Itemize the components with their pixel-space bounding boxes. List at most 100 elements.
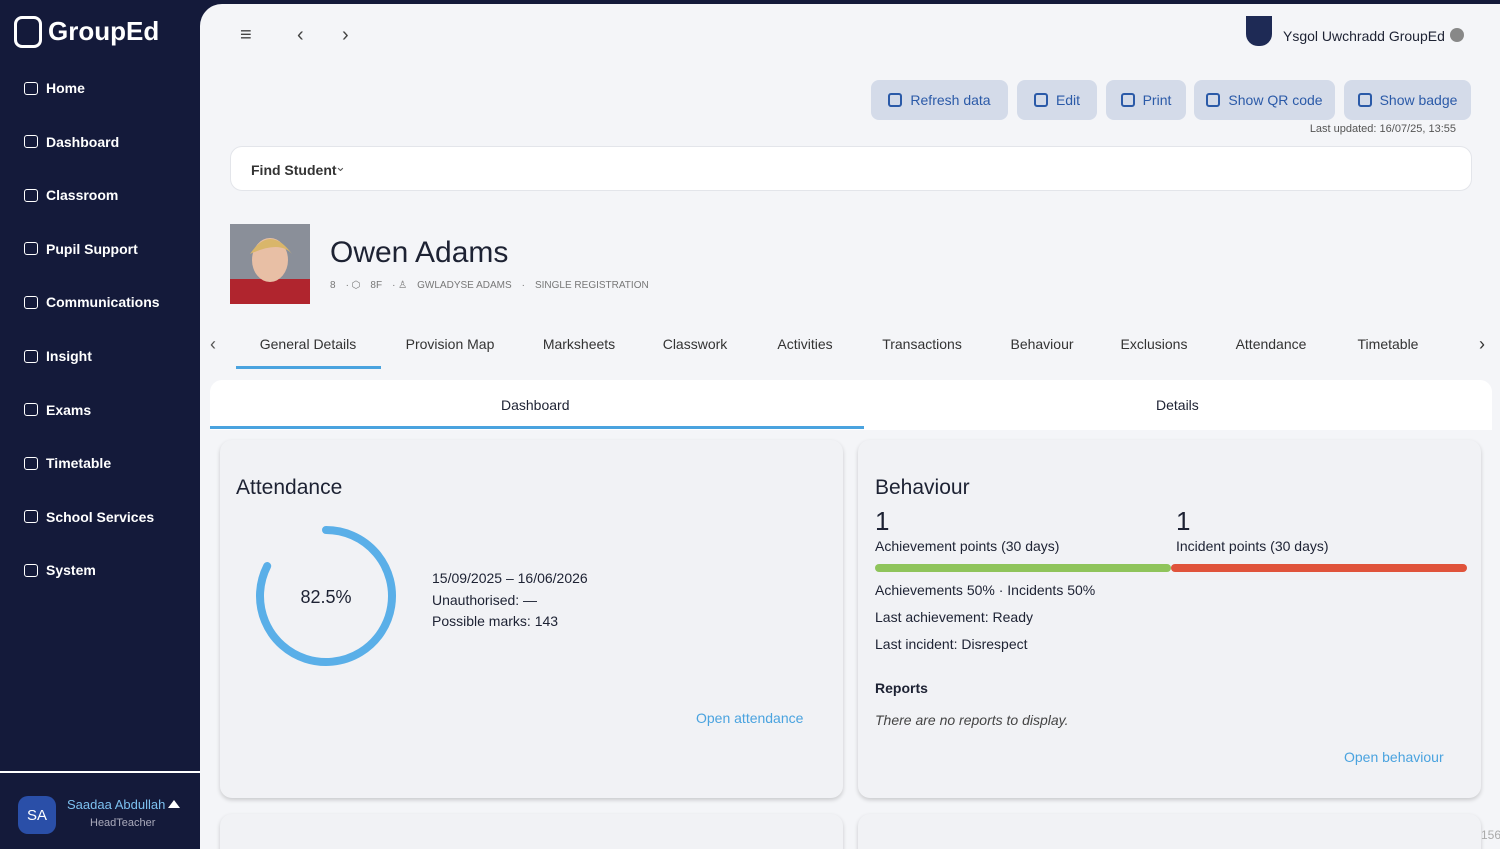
nav-icon [24, 403, 38, 417]
tabs-next[interactable]: › [1479, 334, 1485, 354]
open-behaviour[interactable]: Open behaviour [1344, 749, 1444, 765]
dropdown-caret[interactable]: ⌄ [335, 159, 346, 174]
tab[interactable]: Classwork [662, 336, 728, 352]
subtab[interactable]: Dashboard [501, 397, 570, 413]
nav-item[interactable]: Dashboard [24, 134, 119, 150]
school-name: Ysgol Uwchradd GroupEd [1283, 28, 1445, 44]
nav-item[interactable]: System [24, 562, 96, 578]
nav-icon [24, 349, 38, 363]
nav-item[interactable]: Pupil Support [24, 241, 138, 257]
action-button[interactable]: Show QR code [1194, 80, 1335, 120]
tab[interactable]: Attendance [1235, 336, 1307, 352]
nav-item[interactable]: Classroom [24, 187, 118, 203]
button-label[interactable]: Refresh data [910, 92, 991, 108]
caret[interactable] [168, 800, 180, 808]
nav-item[interactable]: Exams [24, 402, 91, 418]
split: Achievements 50% · Incidents 50% [875, 582, 1096, 598]
nav-icon [24, 456, 38, 470]
nav-label[interactable]: Classroom [46, 187, 119, 204]
attendance-arc [256, 526, 396, 666]
card [220, 814, 843, 849]
button-icon [1033, 93, 1048, 107]
nav-label[interactable]: Insight [46, 348, 92, 364]
button-label[interactable]: Edit [1055, 92, 1081, 108]
last-incident: Last incident: Disrespect [875, 636, 1028, 652]
card-title: Behaviour [875, 476, 970, 499]
action-button[interactable]: Edit [1017, 80, 1097, 120]
school-crest [1246, 16, 1272, 46]
nav-label[interactable]: System [46, 562, 96, 579]
theme-toggle[interactable] [1450, 28, 1464, 42]
achievement-label: Achievement points (30 days) [875, 538, 1060, 554]
nav-icon [24, 510, 38, 524]
button-label[interactable]: Print [1142, 92, 1172, 108]
tab[interactable]: Exclusions [1120, 336, 1188, 352]
tab[interactable]: Behaviour [1010, 336, 1074, 352]
logo [14, 16, 42, 48]
user-name[interactable]: Saadaa Abdullah [67, 797, 166, 812]
button-icon [1357, 93, 1372, 107]
year: 8 [330, 280, 336, 291]
find-student-label[interactable]: Find Student [251, 162, 337, 178]
avatar[interactable]: SA [18, 796, 56, 834]
form: 8F [370, 280, 383, 291]
nav-icon [24, 295, 38, 309]
button-icon [888, 93, 903, 107]
nav-label[interactable]: Dashboard [46, 133, 120, 150]
attendance-ring: 82.5% [256, 526, 396, 666]
nav-item[interactable]: School Services [24, 509, 154, 525]
nav-item[interactable]: Communications [24, 294, 160, 310]
action-button[interactable]: Refresh data [871, 80, 1008, 120]
nav-item[interactable]: Home [24, 80, 85, 96]
nav-icon [24, 188, 38, 202]
action-button[interactable]: Show badge [1344, 80, 1471, 120]
achievement-points: 1 [875, 506, 890, 536]
reports-empty: There are no reports to display. [875, 712, 1069, 728]
nav-icon [24, 81, 38, 95]
reports-title: Reports [875, 680, 928, 696]
attendance-card: Attendance 82.5% 15/09/2025 – 16/06/2026… [220, 440, 843, 798]
possible-marks: Possible marks: 143 [432, 613, 559, 629]
tab[interactable]: General Details [259, 336, 357, 352]
forward-button[interactable]: › [342, 24, 349, 46]
divider [0, 771, 200, 773]
nav-label[interactable]: Pupil Support [46, 240, 138, 257]
nav-label[interactable]: Home [46, 80, 85, 96]
incident-points: 1 [1176, 506, 1191, 536]
card [858, 814, 1481, 849]
tab[interactable]: Timetable [1357, 336, 1419, 352]
tab[interactable]: Transactions [882, 336, 962, 352]
last-achievement: Last achievement: Ready [875, 609, 1033, 625]
nav-label[interactable]: Timetable [46, 455, 112, 472]
card-title: Attendance [236, 476, 343, 499]
tab[interactable]: Activities [777, 336, 833, 352]
button-label[interactable]: Show badge [1379, 92, 1458, 108]
last-updated: Last updated: 16/07/25, 13:55 [1309, 123, 1456, 135]
menu-button[interactable]: ≡ [240, 24, 252, 46]
sidebar: GroupEd Home Dashboard Classroom Pupil Supp… [0, 0, 200, 849]
button-icon [1120, 93, 1135, 107]
incident-label: Incident points (30 days) [1176, 538, 1329, 554]
nav-icon [24, 563, 38, 577]
behaviour-card: Behaviour 1 Achievement points (30 days)… [858, 440, 1481, 798]
tab[interactable]: Provision Map [405, 336, 495, 352]
button-label[interactable]: Show QR code [1228, 92, 1323, 108]
sep: · ⬡ [345, 280, 361, 291]
tabs-prev[interactable]: ‹ [210, 334, 216, 354]
action-button[interactable]: Print [1106, 80, 1186, 120]
back-button[interactable]: ‹ [297, 24, 304, 46]
nav-item[interactable]: Timetable [24, 455, 111, 471]
nav-label[interactable]: School Services [46, 508, 155, 525]
open-attendance[interactable]: Open attendance [696, 710, 804, 726]
tab-indicator [236, 366, 381, 369]
tab[interactable]: Marksheets [542, 336, 616, 352]
find-student[interactable]: Find Student ⌄ [230, 146, 1472, 191]
contact: GWLADYSE ADAMS [417, 280, 512, 291]
nav-label[interactable]: Exams [46, 401, 92, 418]
nav-item[interactable]: Insight [24, 348, 92, 364]
subtab[interactable]: Details [1156, 397, 1199, 413]
subtab-indicator [210, 426, 864, 429]
unauthorised: Unauthorised: — [432, 592, 538, 608]
nav-label[interactable]: Communications [46, 294, 160, 311]
